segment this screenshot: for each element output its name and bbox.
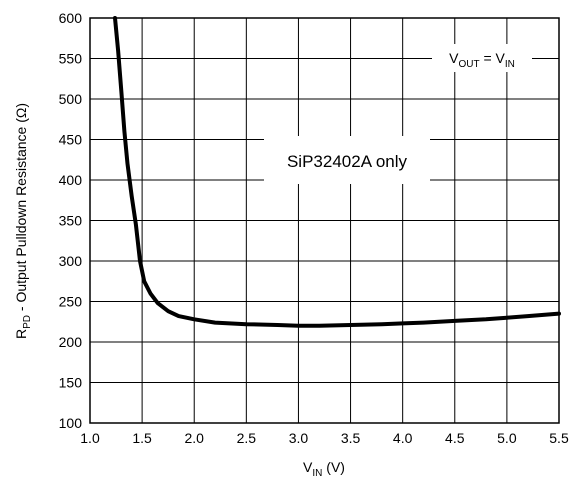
y-axis-title: RPD - Output Pulldown Resistance (Ω) [13,103,33,339]
device-note-background [264,136,430,184]
y-tick-label: 550 [59,51,83,67]
y-tick-label: 100 [59,415,83,431]
plot-frame [89,17,560,424]
y-tick-labels: 100 150 200 250 300 350 400 450 500 550 600 [59,10,83,431]
condition-label: VOUT = VIN [449,50,515,70]
y-tick-label: 500 [59,91,83,107]
x-tick-label: 4.0 [393,430,413,446]
x-tick-label: 5.0 [497,430,517,446]
y-tick-label: 450 [59,132,83,148]
resistance-curve [113,16,561,328]
x-tick-label: 3.0 [289,430,309,446]
condition-background [432,44,532,72]
device-note-label: SiP32402A only [287,152,408,171]
y-tick-label: 200 [59,334,83,350]
x-tick-label: 2.5 [237,430,257,446]
device-note-box: SiP32402A only [264,136,430,184]
x-tick-label: 1.0 [80,430,100,446]
y-tick-label: 250 [59,294,83,310]
y-tick-label: 400 [59,172,83,188]
x-tick-label: 1.5 [132,430,152,446]
y-tick-label: 150 [59,375,83,391]
condition-box: VOUT = VIN [432,44,532,72]
x-tick-label: 3.5 [341,430,361,446]
y-tick-label: 600 [59,10,83,26]
x-tick-label: 5.5 [549,430,569,446]
x-tick-label: 4.5 [445,430,465,446]
x-tick-labels: 1.0 1.5 2.0 2.5 3.0 3.5 4.0 4.5 5.0 5.5 [80,430,569,446]
y-tick-label: 300 [59,253,83,269]
y-tick-label: 350 [59,213,83,229]
x-tick-label: 2.0 [184,430,204,446]
series-group [113,16,561,328]
grid [89,17,560,424]
x-axis-title: VIN (V) [303,459,345,479]
